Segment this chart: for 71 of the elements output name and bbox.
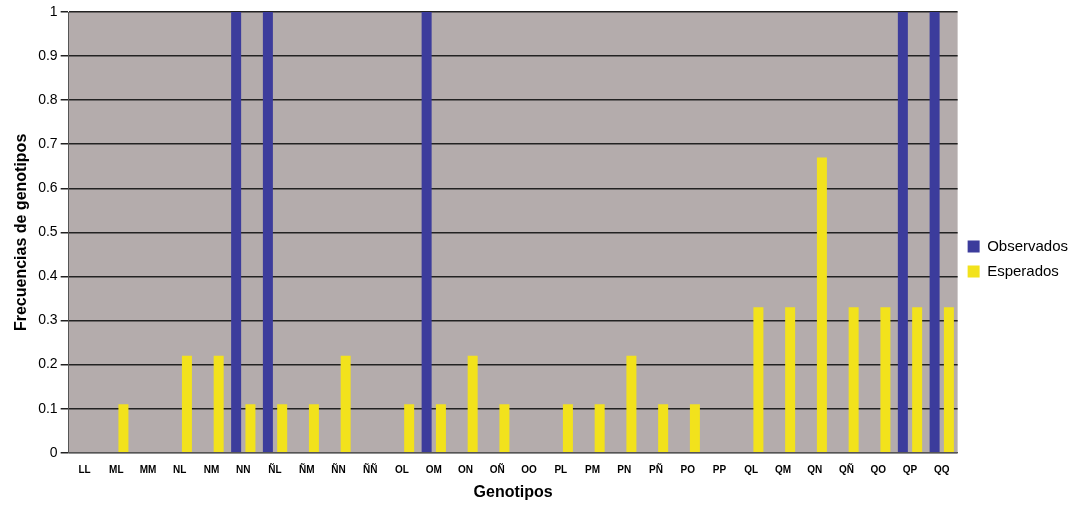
y-tick-label: 0 <box>49 443 58 460</box>
bar <box>626 355 637 453</box>
bar <box>262 12 273 453</box>
x-axis-title: Genotipos <box>473 482 553 500</box>
bar <box>753 307 764 453</box>
bar <box>435 404 446 453</box>
bar <box>308 404 319 453</box>
bar <box>231 12 242 453</box>
x-tick-label: PL <box>554 463 568 475</box>
x-tick-label: QP <box>902 463 918 475</box>
x-tick-label: MM <box>139 463 157 475</box>
x-tick-label: QN <box>807 463 823 475</box>
y-tick-label: 0.1 <box>38 399 58 416</box>
bar <box>118 404 129 453</box>
y-axis-title: Frecuencias de genotipos <box>12 133 30 332</box>
bar <box>689 404 700 453</box>
bar <box>785 307 796 453</box>
bar <box>897 12 908 453</box>
bar <box>816 157 827 453</box>
y-tick-label: 0.5 <box>38 223 58 240</box>
legend-label: Esperados <box>987 261 1059 279</box>
x-tick-label: LL <box>78 463 91 475</box>
bar <box>880 307 891 453</box>
bar <box>562 404 573 453</box>
x-tick-label: PP <box>712 463 727 475</box>
y-tick-label: 0.8 <box>38 91 58 108</box>
bar <box>658 404 669 453</box>
x-tick-label: PO <box>680 463 696 475</box>
x-tick-label: ÑN <box>331 462 346 475</box>
y-tick-label: 0.2 <box>38 355 58 372</box>
x-tick-label: ML <box>109 463 124 475</box>
y-tick-label: 0.7 <box>38 135 58 152</box>
bar <box>848 307 859 453</box>
x-tick-label: OÑ <box>489 462 505 475</box>
bar <box>912 307 923 453</box>
x-tick-label: OM <box>425 463 442 475</box>
x-tick-label: NN <box>236 463 251 475</box>
x-tick-label: QM <box>774 463 792 475</box>
x-tick-label: QÑ <box>839 462 855 475</box>
bar <box>421 12 432 453</box>
x-tick-label: NL <box>173 463 187 475</box>
x-tick-label: ÑÑ <box>363 462 378 475</box>
x-tick-label: OO <box>521 463 538 475</box>
bar <box>929 12 940 453</box>
y-tick-label: 0.4 <box>38 267 58 284</box>
bar <box>245 404 256 453</box>
bar <box>340 355 351 453</box>
bar <box>499 404 510 453</box>
x-tick-label: ON <box>458 463 474 475</box>
x-tick-label: QL <box>744 463 759 475</box>
x-tick-label: PN <box>617 463 632 475</box>
x-tick-label: PÑ <box>649 462 663 475</box>
x-tick-label: ÑL <box>268 462 282 475</box>
x-tick-label: PM <box>585 463 601 475</box>
y-tick-label: 0.3 <box>38 311 58 328</box>
bar <box>277 404 288 453</box>
bar <box>404 404 415 453</box>
x-tick-label: QO <box>870 463 887 475</box>
x-tick-label: QQ <box>933 463 950 475</box>
x-tick-label: ÑM <box>299 462 315 475</box>
y-tick-label: 0.9 <box>38 46 58 63</box>
bar <box>594 404 605 453</box>
y-tick-label: 0.6 <box>38 179 58 196</box>
x-tick-label: NM <box>203 463 220 475</box>
bar <box>181 355 192 453</box>
legend-label: Observados <box>987 236 1068 254</box>
bar <box>467 355 478 453</box>
bar <box>943 307 954 453</box>
x-tick-label: OL <box>395 463 409 475</box>
y-tick-label: 1 <box>49 2 58 19</box>
bar <box>213 355 224 453</box>
